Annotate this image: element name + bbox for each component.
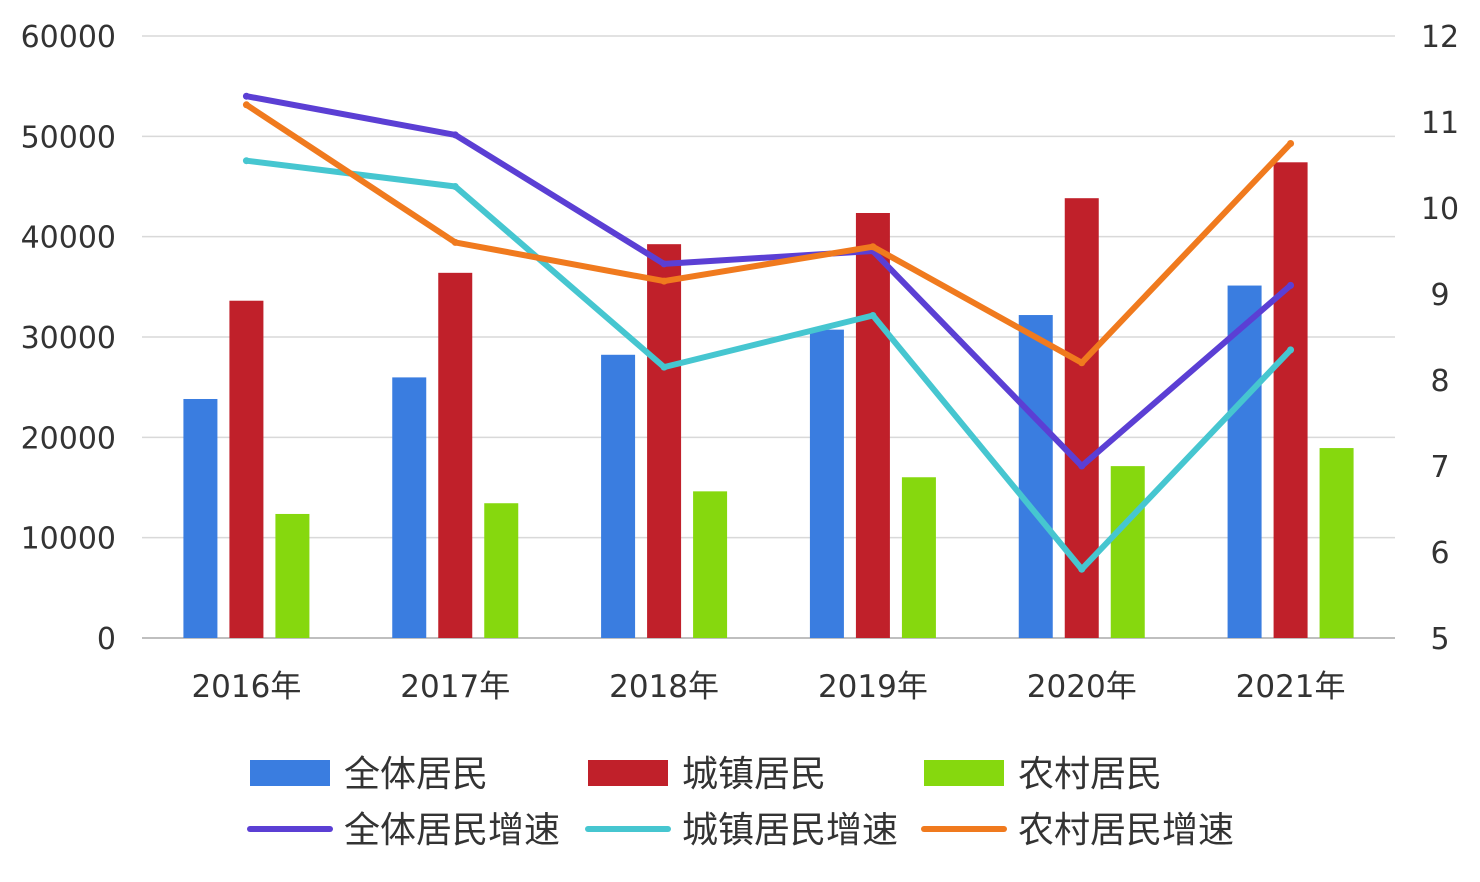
- x-tick-label: 2016年: [191, 669, 301, 705]
- y-right-tick-label: 8: [1430, 364, 1449, 399]
- bar-0-0: [183, 398, 218, 638]
- growth-point-2-4: [1078, 359, 1086, 367]
- y-left-tick-label: 40000: [21, 221, 116, 256]
- growth-point-1-1: [451, 183, 459, 190]
- bar-0-4: [1018, 315, 1053, 638]
- bars: [183, 162, 1354, 639]
- bar-0-5: [1227, 285, 1262, 638]
- x-tick-label: 2019年: [818, 669, 928, 705]
- bar-0-2: [601, 354, 636, 638]
- growth-point-2-5: [1287, 140, 1295, 147]
- y-left-tick-label: 30000: [21, 321, 116, 356]
- y-left-tick-label: 50000: [21, 120, 116, 155]
- bar-2-1: [484, 503, 519, 638]
- growth-point-2-3: [869, 243, 877, 251]
- growth-line-1: [243, 157, 1294, 573]
- y-right-tick-label: 6: [1430, 536, 1449, 571]
- bar-2-0: [275, 513, 310, 638]
- growth-point-0-1: [451, 131, 459, 139]
- gridlines: [142, 35, 1395, 639]
- growth-point-1-4: [1078, 565, 1086, 573]
- growth-point-1-2: [660, 363, 668, 371]
- y-left-tick-label: 10000: [21, 522, 116, 557]
- growth-lines: [242, 92, 1295, 573]
- bar-0-3: [809, 329, 844, 638]
- legend-label: 城镇居民: [682, 754, 826, 795]
- bar-2-3: [901, 477, 936, 638]
- y-right-tick-label: 5: [1430, 622, 1449, 657]
- growth-point-0-0: [242, 92, 250, 100]
- bar-1-0: [229, 300, 264, 638]
- growth-point-2-1: [451, 238, 459, 246]
- bar-2-2: [693, 491, 728, 638]
- growth-point-2-2: [660, 277, 668, 285]
- y-left-tick-label: 20000: [21, 421, 116, 456]
- legend-swatch-bar: [588, 760, 668, 786]
- growth-point-1-3: [869, 312, 877, 319]
- axes: 0 10000 20000 30000 40000 50000 60000 5 6 7 8 9 10 11…: [21, 20, 1460, 705]
- growth-line-2: [243, 101, 1294, 366]
- legend-swatch-bar: [250, 760, 330, 786]
- legend-label: 农村居民: [1018, 754, 1162, 795]
- y-right-tick-label: 7: [1430, 450, 1449, 485]
- legend-label: 农村居民增速: [1018, 810, 1234, 851]
- bar-2-4: [1110, 466, 1145, 638]
- growth-point-1-5: [1287, 346, 1295, 354]
- x-tick-label: 2017年: [400, 669, 510, 705]
- bar-0-1: [392, 377, 427, 638]
- legend-label: 全体居民增速: [344, 810, 560, 851]
- y-right-tick-label: 9: [1430, 278, 1449, 313]
- x-tick-label: 2021年: [1236, 669, 1346, 705]
- bar-1-2: [647, 244, 682, 638]
- bar-2-5: [1319, 448, 1354, 638]
- growth-point-2-0: [242, 101, 250, 109]
- y-left-tick-label: 0: [97, 622, 116, 657]
- growth-point-1-0: [242, 157, 250, 165]
- bar-1-1: [438, 272, 473, 638]
- x-tick-label: 2020年: [1027, 669, 1137, 705]
- legend-label: 城镇居民增速: [682, 810, 898, 851]
- growth-point-0-2: [660, 260, 668, 268]
- growth-point-0-5: [1287, 281, 1295, 289]
- growth-line-0: [243, 93, 1294, 469]
- y-right-tick-label: 12: [1421, 20, 1459, 55]
- y-left-tick-label: 60000: [21, 20, 116, 55]
- y-right-tick-label: 11: [1421, 106, 1459, 141]
- bar-1-5: [1273, 162, 1308, 638]
- growth-point-0-4: [1078, 462, 1086, 470]
- x-tick-label: 2018年: [609, 669, 719, 705]
- bar-1-3: [855, 212, 890, 638]
- y-right-tick-label: 10: [1421, 192, 1459, 227]
- legend-swatch-bar: [924, 760, 1004, 786]
- legend-label: 全体居民: [344, 754, 488, 795]
